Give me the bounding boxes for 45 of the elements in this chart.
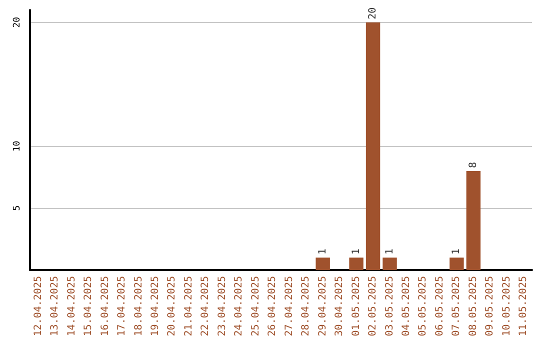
x-tick-label: 16.04.2025: [100, 276, 111, 336]
data-label: 1: [317, 248, 328, 255]
x-tick-label: 10.05.2025: [501, 276, 512, 336]
x-tick-label: 28.04.2025: [300, 276, 312, 336]
data-label: 1: [451, 248, 462, 255]
bar: [316, 258, 330, 270]
x-tick-label: 01.05.2025: [350, 276, 362, 336]
x-tick-label: 19.04.2025: [150, 276, 161, 336]
x-tick-label: 14.04.2025: [66, 276, 78, 336]
x-tick-label: 26.04.2025: [267, 276, 278, 336]
x-tick-label: 09.05.2025: [484, 276, 496, 336]
x-tick-label: 12.04.2025: [32, 276, 44, 336]
x-tick-label: 04.05.2025: [401, 276, 412, 336]
y-tick-label: 10: [12, 140, 22, 152]
x-tick-label: 08.05.2025: [468, 276, 479, 336]
x-tick-label: 27.04.2025: [284, 276, 295, 336]
x-tick-label: 30.04.2025: [334, 276, 346, 336]
x-tick-label: 11.05.2025: [518, 276, 530, 336]
bar: [349, 258, 364, 270]
x-tick-label: 02.05.2025: [368, 276, 379, 336]
bar: [382, 258, 397, 270]
y-tick-label: 20: [12, 16, 22, 28]
x-tick-label: 20.04.2025: [166, 276, 178, 336]
y-tick-label: 5: [12, 205, 22, 211]
bar: [366, 22, 380, 270]
data-label: 1: [384, 248, 396, 255]
bar: [450, 258, 464, 270]
x-tick-label: 24.04.2025: [234, 276, 245, 336]
bar: [466, 170, 481, 270]
data-label: 8: [468, 162, 479, 168]
x-tick-label: 07.05.2025: [451, 276, 462, 336]
x-tick-label: 25.04.2025: [250, 276, 262, 336]
x-tick-label: 05.05.2025: [418, 276, 429, 336]
x-tick-label: 23.04.2025: [216, 276, 228, 336]
x-tick-label: 06.05.2025: [434, 276, 446, 336]
data-label: 1: [350, 248, 362, 255]
data-label: 20: [368, 7, 379, 20]
x-tick-label: 22.04.2025: [200, 276, 212, 336]
x-tick-label: 18.04.2025: [133, 276, 144, 336]
x-tick-label: 21.04.2025: [183, 276, 194, 336]
x-tick-label: 13.04.2025: [50, 276, 61, 336]
x-tick-label: 29.04.2025: [317, 276, 328, 336]
x-tick-label: 15.04.2025: [83, 276, 94, 336]
x-tick-label: 03.05.2025: [384, 276, 396, 336]
x-tick-label: 17.04.2025: [116, 276, 128, 336]
